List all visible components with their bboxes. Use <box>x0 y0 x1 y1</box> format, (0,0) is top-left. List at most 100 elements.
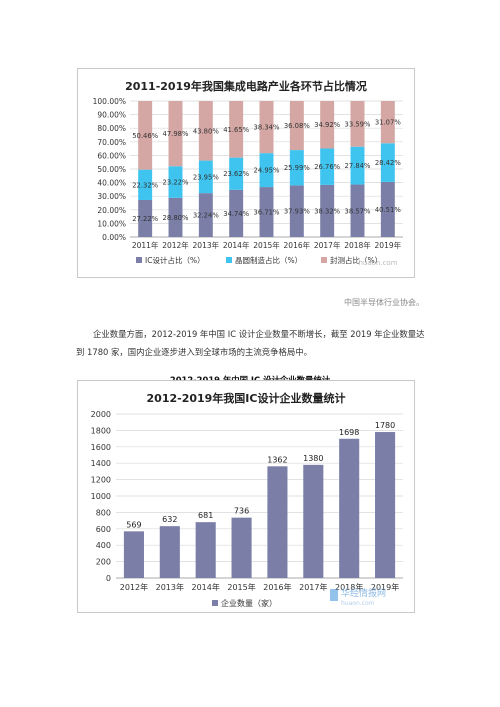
y-tick-label: 0.00% <box>102 233 126 242</box>
data-label: 1780 <box>375 421 395 430</box>
stacked-share-chart: 2011-2019年我国集成电路产业各环节占比情况 0.00% 10.00% 20.… <box>77 68 415 278</box>
watermark-logo-icon <box>330 589 338 601</box>
data-label: 23.62% <box>223 170 249 178</box>
y-tick-label: 400 <box>96 541 111 550</box>
data-label: 31.07% <box>375 119 401 127</box>
data-label: 28.42% <box>375 159 401 167</box>
y-tick-label: 1000 <box>91 492 111 501</box>
bar-segment <box>168 101 183 167</box>
bar-segment <box>320 184 335 237</box>
bar-segment <box>168 197 183 237</box>
bar-segment <box>350 101 365 147</box>
y-tick-label: 20.00% <box>97 206 126 215</box>
y-tick-label: 200 <box>96 558 111 567</box>
data-label: 47.98% <box>163 130 189 138</box>
bar-segment <box>380 181 395 237</box>
y-tick-label: 0 <box>106 574 111 583</box>
bar-segment <box>320 101 335 149</box>
x-tick-label: 2013年 <box>156 582 184 592</box>
bar-segment <box>350 184 365 237</box>
legend-swatch <box>212 600 218 606</box>
legend-swatch <box>321 257 327 263</box>
data-label: 41.65% <box>223 126 249 134</box>
bar-segment <box>289 150 304 186</box>
bar-segment <box>259 187 274 237</box>
bar-segment <box>198 101 213 161</box>
bar-segment <box>198 160 213 194</box>
x-tick-label: 2013年 <box>193 240 220 250</box>
y-tick-label: 100.00% <box>93 97 126 106</box>
bar-segment <box>229 100 244 158</box>
y-tick-label: 1200 <box>91 476 111 485</box>
data-label: 23.95% <box>193 173 219 181</box>
bar <box>267 466 288 578</box>
data-label: 50.46% <box>132 132 158 140</box>
data-label: 36.08% <box>284 122 310 130</box>
bar-segment <box>259 101 274 154</box>
x-tick-label: 2014年 <box>192 582 220 592</box>
x-tick-label: 2019年 <box>375 240 402 250</box>
bar-segment <box>380 143 395 182</box>
data-label: 38.32% <box>314 207 340 215</box>
bar <box>303 464 324 578</box>
chart-title: 2011-2019年我国集成电路产业各环节占比情况 <box>125 79 367 93</box>
y-tick-label: 2000 <box>91 410 111 419</box>
data-label: 569 <box>126 520 141 529</box>
bar <box>195 522 216 578</box>
legend-label: 封测占比（%） <box>330 255 382 265</box>
y-tick-label: 30.00% <box>97 192 126 201</box>
body-paragraph: 企业数量方面，2012-2019 年中国 IC 设计企业数量不断增长，截至 20… <box>76 329 425 357</box>
data-label: 37.93% <box>284 208 310 216</box>
x-tick-label: 2018年 <box>335 582 363 592</box>
watermark-brand: 华经情报网 <box>341 587 386 599</box>
data-label: 1362 <box>267 455 287 464</box>
x-tick-label: 2015年 <box>227 582 255 592</box>
data-label: 23.22% <box>163 179 189 187</box>
y-tick-label: 600 <box>96 525 111 534</box>
y-tick-label: 10.00% <box>97 219 126 228</box>
bar-segment <box>138 169 153 200</box>
data-label: 27.22% <box>132 215 158 223</box>
y-tick-label: 800 <box>96 508 111 517</box>
y-tick-label: 50.00% <box>97 165 126 174</box>
y-tick-label: 1600 <box>91 443 111 452</box>
data-label: 36.71% <box>254 209 280 217</box>
y-tick-label: 1400 <box>91 459 111 468</box>
watermark-text: huaon.com <box>341 600 375 607</box>
data-label: 26.76% <box>314 163 340 171</box>
y-tick-label: 40.00% <box>97 179 126 188</box>
company-count-chart-svg: 2012-2019年我国IC设计企业数量统计 0 200 400 600 800 1000… <box>91 391 403 608</box>
bar-segment <box>138 199 153 237</box>
bar-segment <box>229 157 244 190</box>
data-label: 1380 <box>303 454 323 463</box>
data-label: 43.80% <box>193 127 219 135</box>
x-tick-label: 2012年 <box>120 582 148 592</box>
x-tick-label: 2018年 <box>344 240 371 250</box>
y-tick-label: 1800 <box>91 426 111 435</box>
y-tick-label: 70.00% <box>97 138 126 147</box>
x-tick-label: 2011年 <box>132 240 159 250</box>
data-label: 40.51% <box>375 206 401 214</box>
bar <box>375 432 396 578</box>
y-tick-label: 90.00% <box>97 111 126 120</box>
data-label: 22.32% <box>132 181 158 189</box>
x-tick-label: 2012年 <box>162 240 189 250</box>
data-label: 24.95% <box>254 167 280 175</box>
data-label: 33.59% <box>345 120 371 128</box>
bar-segment <box>289 185 304 237</box>
data-label: 27.84% <box>345 162 371 170</box>
data-label: 28.80% <box>163 214 189 222</box>
x-tick-label: 2016年 <box>263 582 291 592</box>
data-label: 34.92% <box>314 121 340 129</box>
x-tick-label: 2017年 <box>299 582 327 592</box>
x-tick-label: 2017年 <box>314 240 341 250</box>
x-tick-label: 2016年 <box>284 240 311 250</box>
bar-segment <box>380 101 395 144</box>
x-tick-label: 2019年 <box>371 582 399 592</box>
legend-label: 企业数量（家） <box>221 598 277 608</box>
chart-title: 2012-2019年我国IC设计企业数量统计 <box>147 391 346 405</box>
bar <box>159 526 180 578</box>
legend-swatch <box>226 257 232 263</box>
y-tick-label: 60.00% <box>97 151 126 160</box>
bar <box>339 438 360 578</box>
